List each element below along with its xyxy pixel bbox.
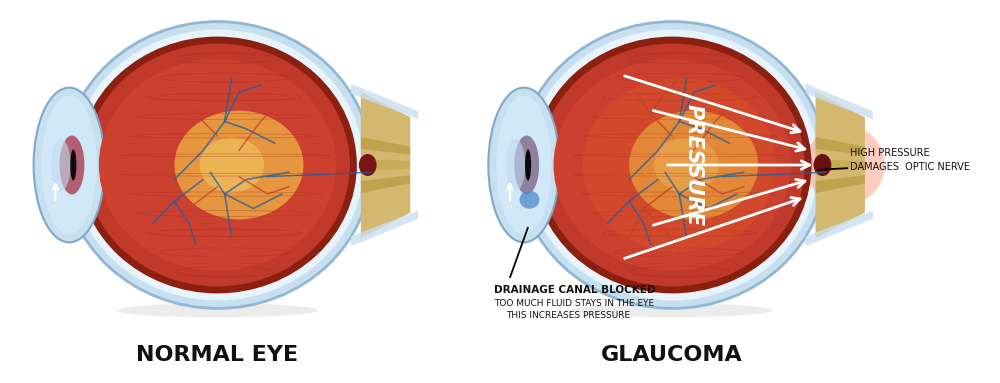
Polygon shape	[816, 175, 865, 193]
Polygon shape	[361, 175, 410, 193]
Polygon shape	[361, 92, 410, 238]
Ellipse shape	[60, 136, 84, 195]
Ellipse shape	[520, 191, 539, 209]
Text: NORMAL EYE: NORMAL EYE	[136, 345, 299, 365]
Ellipse shape	[78, 37, 357, 293]
Ellipse shape	[654, 137, 719, 193]
Polygon shape	[816, 137, 865, 155]
Polygon shape	[361, 159, 410, 171]
Ellipse shape	[174, 111, 303, 219]
Ellipse shape	[525, 149, 531, 181]
Ellipse shape	[526, 29, 818, 300]
Ellipse shape	[51, 139, 71, 191]
Ellipse shape	[506, 139, 525, 191]
Ellipse shape	[629, 111, 758, 219]
Polygon shape	[361, 137, 410, 155]
Ellipse shape	[496, 96, 552, 234]
Text: DAMAGES  OPTIC NERVE: DAMAGES OPTIC NERVE	[850, 162, 970, 172]
Ellipse shape	[514, 136, 539, 195]
Text: THIS INCREASES PRESSURE: THIS INCREASES PRESSURE	[506, 311, 630, 320]
Ellipse shape	[200, 137, 264, 193]
Ellipse shape	[583, 78, 776, 252]
Ellipse shape	[533, 37, 812, 293]
Polygon shape	[806, 211, 873, 246]
Ellipse shape	[99, 59, 336, 271]
Text: HIGH PRESSURE: HIGH PRESSURE	[850, 148, 930, 158]
Polygon shape	[351, 83, 418, 119]
Ellipse shape	[488, 88, 559, 242]
Polygon shape	[816, 92, 865, 238]
Ellipse shape	[70, 149, 76, 181]
Ellipse shape	[554, 59, 791, 271]
Text: TOO MUCH FLUID STAYS IN THE EYE: TOO MUCH FLUID STAYS IN THE EYE	[494, 299, 654, 308]
Ellipse shape	[71, 29, 364, 300]
Polygon shape	[351, 211, 418, 246]
Ellipse shape	[117, 303, 318, 318]
Ellipse shape	[518, 21, 826, 308]
Text: PRESSURE: PRESSURE	[684, 104, 704, 226]
Ellipse shape	[806, 125, 885, 205]
Polygon shape	[816, 159, 865, 171]
Ellipse shape	[85, 44, 350, 286]
Polygon shape	[806, 83, 873, 119]
Ellipse shape	[359, 154, 377, 176]
Text: GLAUCOMA: GLAUCOMA	[601, 345, 743, 365]
Text: DRAINAGE CANAL BLOCKED: DRAINAGE CANAL BLOCKED	[494, 285, 656, 295]
Ellipse shape	[63, 21, 372, 308]
Ellipse shape	[34, 88, 105, 242]
Ellipse shape	[42, 96, 97, 234]
Ellipse shape	[814, 154, 831, 176]
Ellipse shape	[540, 44, 805, 286]
Ellipse shape	[572, 303, 773, 318]
